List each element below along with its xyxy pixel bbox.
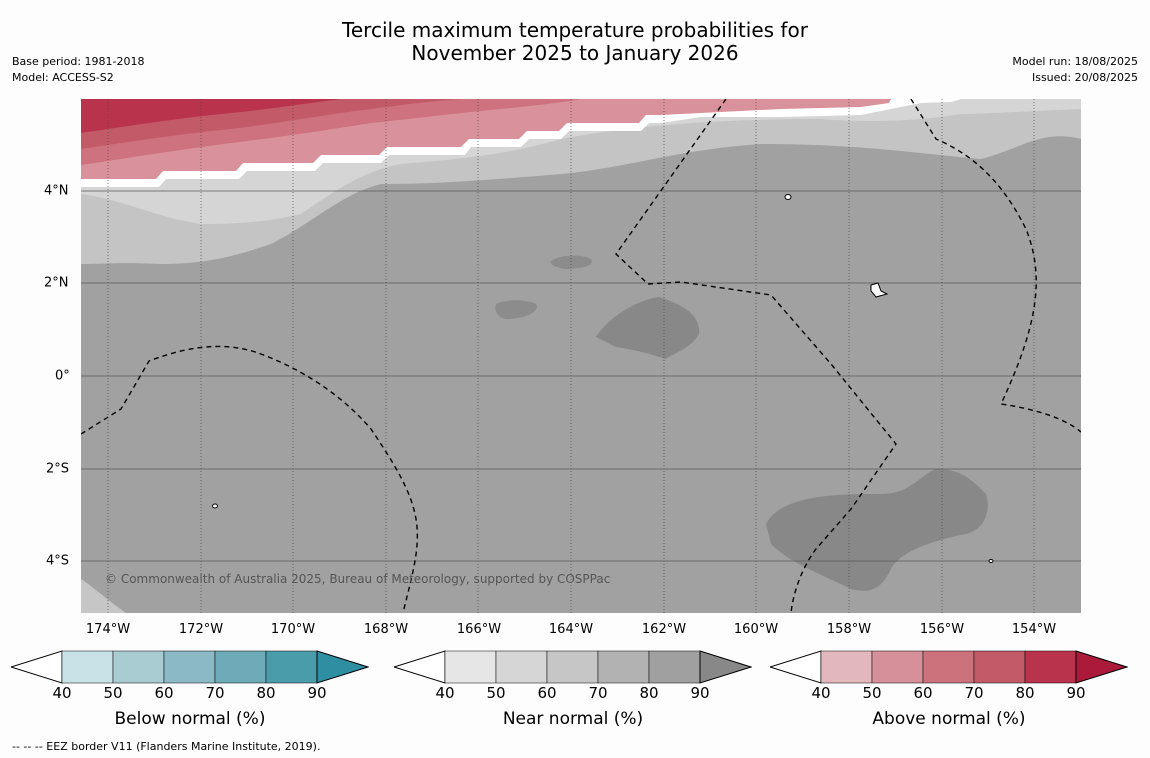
colorbar-tick: 40 (811, 684, 831, 702)
colorbar-below-svg (9, 650, 370, 684)
eez-borders (81, 99, 1081, 613)
colorbar-above-normal (768, 650, 1129, 688)
base-period-info: Base period: 1981-2018 Model: ACCESS-S2 (12, 54, 144, 86)
colorbar-tick: 40 (52, 684, 72, 702)
copyright-text: © Commonwealth of Australia 2025, Bureau… (105, 572, 611, 586)
issued-date: Issued: 20/08/2025 (1031, 71, 1138, 84)
colorbar-tick: 70 (205, 684, 225, 702)
parallel-lines (81, 190, 1081, 562)
near-normal-90-patch (766, 469, 988, 591)
x-tick: 166°W (456, 622, 502, 637)
map-title: Tercile maximum temperature probabilitie… (0, 19, 1150, 65)
y-tick: 2°S (46, 461, 70, 477)
x-tick: 160°W (733, 622, 779, 637)
colorbar-tick: 50 (103, 684, 123, 702)
model-name: Model: ACCESS-S2 (12, 71, 114, 84)
near-normal-90-patch (596, 297, 700, 359)
x-tick: 164°W (548, 622, 594, 637)
colorbar-tick: 50 (862, 684, 882, 702)
colorbar-tick: 80 (256, 684, 276, 702)
map-panel (81, 99, 1081, 613)
y-tick: 2°N (44, 275, 69, 291)
near-normal-70-patch (81, 579, 126, 613)
base-period: Base period: 1981-2018 (12, 55, 145, 68)
colorbar-above-svg (768, 650, 1129, 684)
x-tick: 170°W (270, 622, 316, 637)
title-line-2: November 2025 to January 2026 (411, 41, 739, 65)
colorbar-tick: 50 (486, 684, 506, 702)
colorbar-tick: 90 (690, 684, 710, 702)
colorbar-label-above: Above normal (%) (872, 709, 1026, 729)
x-tick: 174°W (85, 622, 131, 637)
y-tick: 4°S (46, 553, 70, 569)
near-normal-90-patch (550, 255, 592, 269)
x-tick: 156°W (919, 622, 965, 637)
model-run: Model run: 18/08/2025 (1012, 55, 1138, 68)
x-tick: 162°W (641, 622, 687, 637)
x-tick: 158°W (826, 622, 872, 637)
colorbar-tick: 60 (537, 684, 557, 702)
colorbar-near-svg (392, 650, 753, 684)
x-tick: 172°W (178, 622, 224, 637)
x-tick: 168°W (363, 622, 409, 637)
colorbar-label-below: Below normal (%) (114, 709, 266, 729)
model-run-info: Model run: 18/08/2025 Issued: 20/08/2025 (1012, 54, 1138, 86)
y-tick: 4°N (44, 183, 69, 199)
colorbar-tick: 40 (435, 684, 455, 702)
colorbar-below-normal (9, 650, 370, 688)
colorbar-tick: 90 (307, 684, 327, 702)
title-line-1: Tercile maximum temperature probabilitie… (342, 18, 808, 42)
above-normal-80-region (81, 99, 341, 133)
colorbar-tick: 80 (1015, 684, 1035, 702)
colorbar-tick: 70 (588, 684, 608, 702)
colorbar-tick: 90 (1066, 684, 1086, 702)
colorbar-tick: 60 (154, 684, 174, 702)
map-svg (81, 99, 1081, 613)
colorbar-tick: 80 (639, 684, 659, 702)
colorbar-near-normal (392, 650, 753, 688)
x-tick: 154°W (1011, 622, 1057, 637)
near-normal-90-patch (495, 300, 537, 319)
colorbar-label-near: Near normal (%) (502, 709, 644, 729)
colorbar-tick: 60 (913, 684, 933, 702)
colorbar-tick: 70 (964, 684, 984, 702)
y-tick: 0° (55, 368, 70, 384)
islands (212, 194, 994, 563)
eez-footnote: -- -- -- EEZ border V11 (Flanders Marine… (12, 740, 321, 753)
